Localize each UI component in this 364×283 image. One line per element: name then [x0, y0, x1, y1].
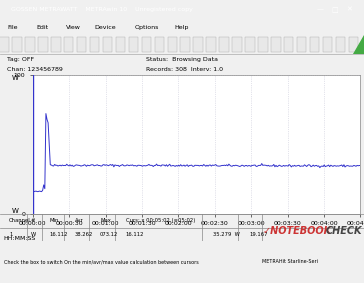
Text: W: W — [11, 208, 18, 214]
Text: ✓NOTEBOOK: ✓NOTEBOOK — [262, 226, 331, 236]
FancyBboxPatch shape — [155, 37, 164, 52]
Text: Avr: Avr — [75, 218, 83, 223]
Text: Options: Options — [135, 25, 159, 29]
Text: Check the box to switch On the min/avr/max value calculation between cursors: Check the box to switch On the min/avr/m… — [4, 259, 198, 264]
FancyBboxPatch shape — [284, 37, 293, 52]
Text: 073.12: 073.12 — [100, 232, 118, 237]
Text: Edit: Edit — [36, 25, 48, 29]
FancyBboxPatch shape — [51, 37, 60, 52]
Text: Channel: Channel — [9, 218, 31, 223]
Text: W: W — [11, 75, 18, 81]
Text: —: — — [317, 7, 324, 13]
Text: 38.262: 38.262 — [75, 232, 93, 237]
FancyBboxPatch shape — [181, 37, 190, 52]
FancyBboxPatch shape — [167, 37, 177, 52]
FancyBboxPatch shape — [232, 37, 242, 52]
FancyBboxPatch shape — [206, 37, 216, 52]
FancyBboxPatch shape — [129, 37, 138, 52]
Text: Min: Min — [49, 218, 59, 223]
Polygon shape — [353, 35, 364, 54]
Text: Device: Device — [95, 25, 116, 29]
FancyBboxPatch shape — [258, 37, 268, 52]
FancyBboxPatch shape — [336, 37, 345, 52]
FancyBboxPatch shape — [271, 37, 281, 52]
FancyBboxPatch shape — [90, 37, 99, 52]
FancyBboxPatch shape — [193, 37, 203, 52]
Text: Records: 308  Interv: 1.0: Records: 308 Interv: 1.0 — [146, 67, 223, 72]
FancyBboxPatch shape — [245, 37, 255, 52]
FancyBboxPatch shape — [38, 37, 48, 52]
Text: Chan: 123456789: Chan: 123456789 — [7, 67, 63, 72]
Text: □: □ — [332, 7, 338, 13]
Text: Status:  Browsing Data: Status: Browsing Data — [146, 57, 218, 62]
Text: 16.112: 16.112 — [126, 232, 144, 237]
Text: Tag: OFF: Tag: OFF — [7, 57, 35, 62]
Text: METRAHit Starline-Seri: METRAHit Starline-Seri — [262, 259, 318, 264]
Text: Curs: x 00:05:02 (=05:02): Curs: x 00:05:02 (=05:02) — [126, 218, 195, 223]
Text: Max: Max — [100, 218, 111, 223]
Text: File: File — [7, 25, 18, 29]
Text: Help: Help — [175, 25, 189, 29]
Text: ✕: ✕ — [347, 7, 352, 13]
Text: 19.167: 19.167 — [249, 232, 268, 237]
FancyBboxPatch shape — [77, 37, 86, 52]
Text: View: View — [66, 25, 80, 29]
Text: W: W — [31, 232, 36, 237]
Text: 16.112: 16.112 — [49, 232, 68, 237]
FancyBboxPatch shape — [297, 37, 306, 52]
Text: 1: 1 — [9, 232, 12, 237]
FancyBboxPatch shape — [219, 37, 229, 52]
FancyBboxPatch shape — [25, 37, 35, 52]
FancyBboxPatch shape — [349, 37, 358, 52]
FancyBboxPatch shape — [0, 37, 9, 52]
FancyBboxPatch shape — [64, 37, 74, 52]
FancyBboxPatch shape — [103, 37, 112, 52]
Text: HH:MM:SS: HH:MM:SS — [3, 236, 36, 241]
FancyBboxPatch shape — [116, 37, 125, 52]
FancyBboxPatch shape — [310, 37, 319, 52]
Text: 35.279  W: 35.279 W — [213, 232, 240, 237]
Text: GOSSEN METRAWATT    METRAwin 10    Unregistered copy: GOSSEN METRAWATT METRAwin 10 Unregistere… — [11, 7, 193, 12]
FancyBboxPatch shape — [323, 37, 332, 52]
Text: #: # — [31, 218, 35, 223]
FancyBboxPatch shape — [142, 37, 151, 52]
FancyBboxPatch shape — [12, 37, 22, 52]
Text: CHECK: CHECK — [326, 226, 362, 236]
